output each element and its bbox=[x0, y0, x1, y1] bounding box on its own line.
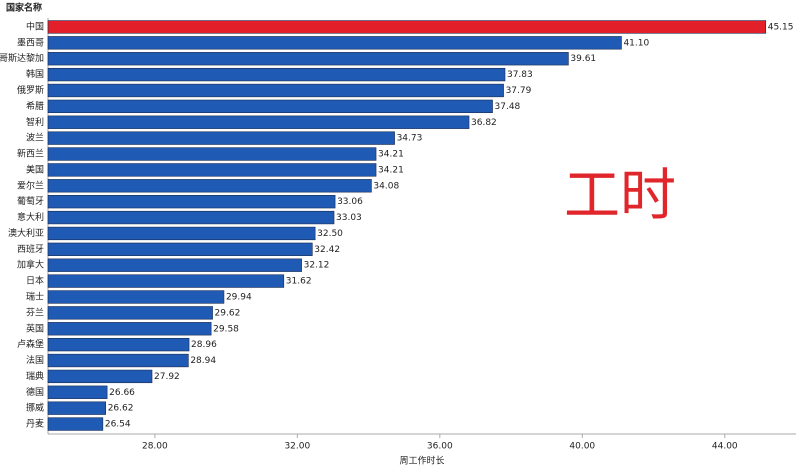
bar bbox=[47, 147, 377, 161]
y-tick-label: 卢森堡 bbox=[17, 338, 44, 350]
x-tick-label: 40.00 bbox=[569, 442, 595, 452]
bar bbox=[47, 337, 190, 352]
value-label: 29.58 bbox=[213, 324, 239, 334]
y-tick-label: 意大利 bbox=[17, 211, 44, 223]
value-label: 31.62 bbox=[286, 277, 312, 287]
category-header: 国家名称 bbox=[6, 2, 42, 14]
value-label: 34.08 bbox=[373, 181, 399, 191]
y-tick-label: 波兰 bbox=[26, 132, 44, 144]
value-label: 29.62 bbox=[215, 308, 241, 318]
y-tick-label: 俄罗斯 bbox=[17, 84, 44, 96]
bar bbox=[47, 226, 316, 241]
y-tick-label: 挪威 bbox=[26, 402, 44, 414]
bar bbox=[47, 290, 225, 304]
y-tick-label: 智利 bbox=[26, 116, 44, 128]
value-label: 27.92 bbox=[154, 372, 180, 382]
y-tick-label: 法国 bbox=[26, 354, 44, 366]
value-label: 39.61 bbox=[570, 54, 596, 64]
y-tick-label: 西班牙 bbox=[17, 243, 44, 255]
y-tick-label: 哥斯达黎加 bbox=[0, 52, 44, 64]
y-tick-label: 瑞士 bbox=[26, 290, 44, 302]
value-label: 37.83 bbox=[507, 70, 533, 80]
y-tick-label: 瑞典 bbox=[26, 370, 44, 382]
bar bbox=[47, 369, 153, 384]
bar bbox=[47, 385, 108, 399]
bar bbox=[47, 20, 767, 34]
bar bbox=[47, 195, 336, 209]
x-tick-label: 36.00 bbox=[427, 442, 453, 452]
y-tick-label: 英国 bbox=[26, 322, 44, 334]
bar bbox=[47, 401, 107, 415]
bar bbox=[47, 258, 302, 272]
y-tick-label: 墨西哥 bbox=[17, 37, 44, 48]
bar bbox=[47, 99, 493, 114]
bar bbox=[47, 163, 377, 177]
value-label: 28.96 bbox=[191, 340, 217, 350]
x-axis-title: 周工作时长 bbox=[399, 455, 444, 467]
bar bbox=[47, 52, 569, 66]
bar bbox=[47, 242, 313, 256]
handwritten-annotation: 工时 bbox=[564, 164, 676, 229]
bar bbox=[47, 353, 189, 368]
value-label: 32.12 bbox=[304, 261, 330, 271]
bar bbox=[47, 179, 372, 193]
x-tick-label: 32.00 bbox=[284, 442, 310, 452]
bar bbox=[47, 67, 506, 82]
value-label: 34.73 bbox=[397, 134, 423, 144]
y-tick-label: 加拿大 bbox=[17, 259, 44, 271]
value-label: 37.48 bbox=[495, 102, 521, 112]
value-label: 28.94 bbox=[190, 356, 216, 366]
bar bbox=[47, 322, 212, 336]
bar bbox=[47, 417, 104, 431]
y-tick-label: 希腊 bbox=[26, 100, 44, 112]
bar bbox=[47, 83, 504, 98]
value-label: 33.06 bbox=[337, 197, 363, 207]
value-label: 37.79 bbox=[506, 86, 532, 96]
value-label: 41.10 bbox=[623, 38, 649, 48]
y-tick-label: 日本 bbox=[26, 275, 44, 287]
bar bbox=[47, 36, 622, 50]
value-label: 26.54 bbox=[105, 420, 131, 430]
value-label: 45.15 bbox=[768, 22, 794, 32]
bar bbox=[47, 306, 213, 320]
x-tick-label: 44.00 bbox=[712, 442, 738, 452]
y-tick-label: 爱尔兰 bbox=[17, 179, 44, 191]
value-label: 36.82 bbox=[471, 118, 497, 128]
y-tick-label: 中国 bbox=[26, 20, 44, 32]
bar bbox=[47, 210, 335, 225]
value-label: 34.21 bbox=[378, 150, 404, 160]
y-tick-label: 韩国 bbox=[26, 68, 44, 80]
x-tick-label: 28.00 bbox=[142, 442, 168, 452]
value-label: 32.50 bbox=[317, 229, 343, 239]
value-label: 29.94 bbox=[226, 292, 252, 302]
bar bbox=[47, 115, 470, 129]
bar bbox=[47, 274, 285, 288]
value-label: 32.42 bbox=[314, 245, 340, 255]
y-tick-label: 美国 bbox=[26, 163, 44, 175]
value-label: 34.21 bbox=[378, 165, 404, 175]
value-label: 33.03 bbox=[336, 213, 362, 223]
bar bbox=[47, 131, 395, 145]
y-tick-label: 澳大利亚 bbox=[8, 227, 44, 239]
y-tick-label: 芬兰 bbox=[26, 306, 44, 318]
y-tick-label: 葡萄牙 bbox=[17, 195, 44, 207]
y-tick-label: 德国 bbox=[26, 386, 44, 398]
value-label: 26.62 bbox=[108, 404, 134, 414]
y-tick-label: 新西兰 bbox=[17, 148, 44, 160]
value-label: 26.66 bbox=[109, 388, 135, 398]
y-tick-label: 丹麦 bbox=[26, 418, 44, 430]
